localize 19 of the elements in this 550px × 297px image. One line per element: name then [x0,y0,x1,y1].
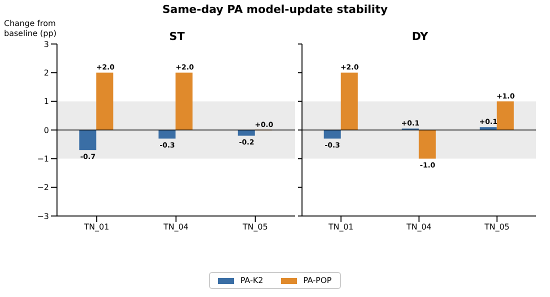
legend-label: PA-K2 [240,276,264,285]
y-tick-label: 0 [44,126,49,135]
x-tick-label: TN_01 [327,222,354,232]
y-tick-label: −1 [37,154,49,164]
x-tick-label: TN_04 [405,222,432,232]
chart-title: Same-day PA model-update stability [161,3,389,16]
chart-subtitle: ST [168,30,186,43]
y-tick-label: 1 [44,97,49,106]
y-tick-label: −3 [37,212,49,221]
legend-label: PA-POP [303,276,332,285]
x-tick-label: TN_04 [162,222,189,232]
x-tick-label: TN_05 [242,222,268,232]
y-tick-label: 2 [44,68,49,78]
x-tick-label: TN_01 [83,222,110,232]
y-tick-label: −2 [37,183,49,192]
y-tick-label: 3 [44,40,49,49]
x-tick-label: TN_05 [483,222,510,232]
y-axis-title: Change from baseline (pp) [4,19,58,39]
chart-subtitle: DY [410,30,430,43]
